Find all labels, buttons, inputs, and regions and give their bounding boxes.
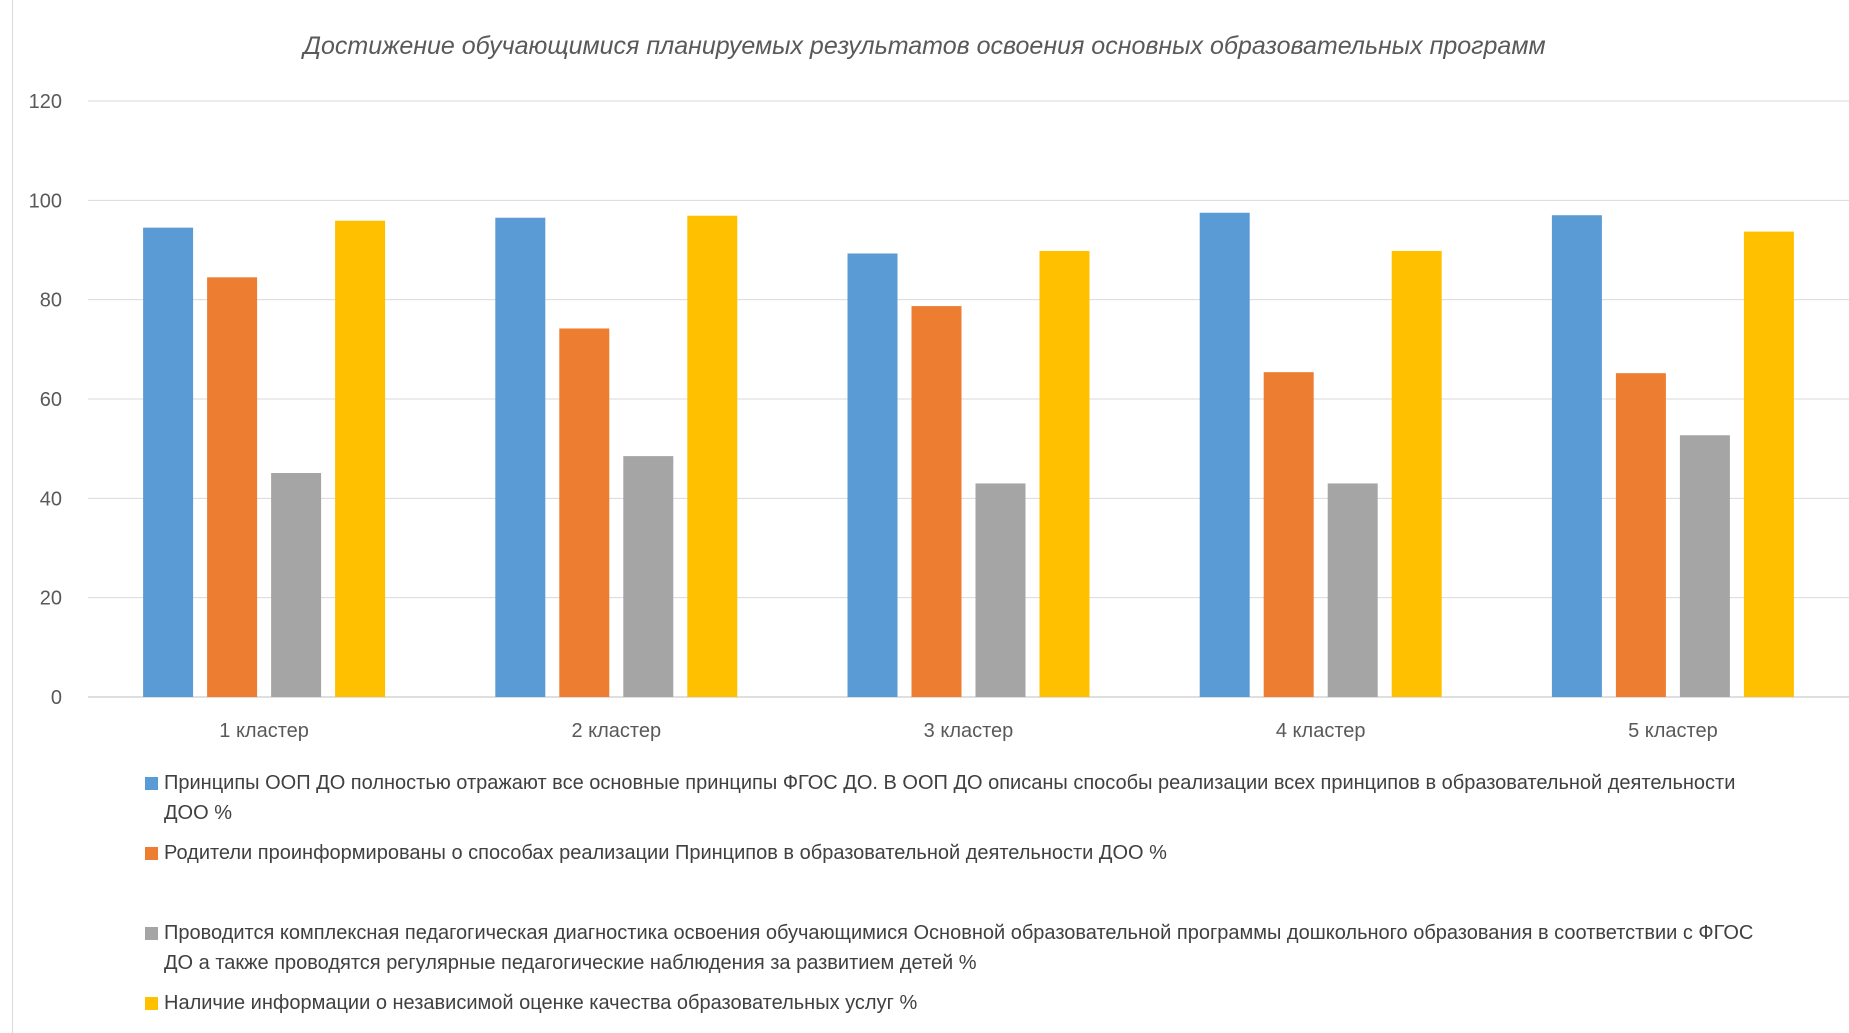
- y-tick-label-60: 60: [40, 389, 62, 411]
- legend-swatch-series-3: [145, 927, 158, 940]
- legend-item-series-1: Принципы ООП ДО полностью отражают все о…: [145, 768, 1784, 828]
- y-tick-label-120: 120: [29, 91, 62, 113]
- bar-series-4-cat-4: [1391, 250, 1442, 697]
- x-tick-label-1: 1 кластер: [219, 720, 309, 742]
- y-tick-label-100: 100: [29, 190, 62, 212]
- bar-series-1-cat-3: [847, 253, 898, 697]
- x-tick-label-3: 3 кластер: [924, 720, 1014, 742]
- chart-frame: [12, 0, 1849, 1033]
- legend-item-series-3: Проводится комплексная педагогическая ди…: [145, 918, 1784, 978]
- y-tick-label-40: 40: [40, 488, 62, 510]
- legend-item-series-2: Родители проинформированы о способах реа…: [145, 838, 1784, 868]
- legend-label-series-3: Проводится комплексная педагогическая ди…: [164, 922, 1754, 974]
- bar-series-2-cat-4: [1263, 372, 1314, 697]
- x-tick-label-2: 2 кластер: [571, 720, 661, 742]
- bar-series-2-cat-1: [207, 277, 258, 697]
- legend-swatch-series-1: [145, 777, 158, 790]
- bar-series-4-cat-2: [687, 215, 738, 698]
- y-tick-label-20: 20: [40, 588, 62, 610]
- axis-labels: 0 20 40 60 80 100 120 1 кластер 2 кластер 3 класт…: [29, 91, 1718, 742]
- legend-label-series-4: Наличие информации о независимой оценке …: [164, 992, 918, 1014]
- bar-series-4-cat-3: [1039, 250, 1090, 697]
- bar-series-3-cat-1: [271, 473, 322, 697]
- y-tick-label-80: 80: [40, 290, 62, 312]
- x-tick-label-4: 4 кластер: [1276, 720, 1366, 742]
- bar-series-1-cat-5: [1551, 215, 1602, 697]
- legend-label-series-1: Принципы ООП ДО полностью отражают все о…: [164, 772, 1736, 824]
- bar-series-1-cat-1: [143, 227, 194, 697]
- bar-series-2-cat-5: [1615, 373, 1666, 697]
- bar-series-3-cat-5: [1679, 435, 1730, 697]
- bar-series-3-cat-2: [623, 456, 674, 697]
- bar-chart-plot: 0 20 40 60 80 100 120 1 кластер 2 кластер 3 класт…: [29, 91, 1849, 742]
- bar-series-3-cat-3: [975, 483, 1026, 697]
- bar-series-1-cat-2: [495, 217, 546, 697]
- legend-label-series-2: Родители проинформированы о способах реа…: [164, 842, 1167, 864]
- bars: [143, 212, 1794, 698]
- bar-series-2-cat-2: [559, 328, 610, 697]
- bar-series-4-cat-5: [1743, 231, 1794, 697]
- bar-series-3-cat-4: [1327, 483, 1378, 697]
- y-tick-label-0: 0: [51, 687, 62, 709]
- x-tick-label-5: 5 кластер: [1628, 720, 1718, 742]
- legend-swatch-series-4: [145, 997, 158, 1010]
- legend-swatch-series-2: [145, 847, 158, 860]
- bar-series-1-cat-4: [1199, 212, 1250, 697]
- bar-series-4-cat-1: [335, 220, 386, 698]
- bar-series-2-cat-3: [911, 306, 962, 697]
- legend-item-series-4: Наличие информации о независимой оценке …: [145, 988, 1784, 1018]
- chart-title: Достижение обучающимися планируемых резу…: [303, 32, 1546, 60]
